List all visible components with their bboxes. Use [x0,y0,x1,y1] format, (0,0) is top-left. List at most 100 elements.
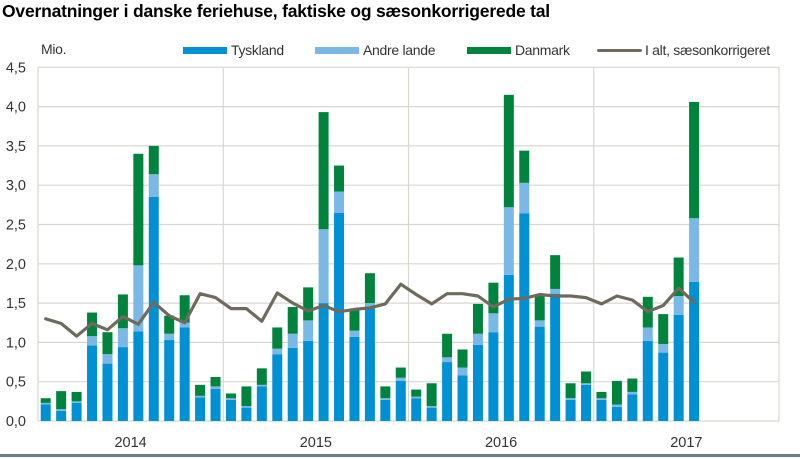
bar-segment-danmark [426,383,437,407]
line-series [44,282,696,338]
bar-segment-andre-lande [472,333,483,345]
bar-stack [256,368,267,421]
bar-segment-tyskland [225,399,236,421]
bar-segment-danmark [334,165,345,192]
bar-stack [241,386,252,421]
stacked-bars [40,94,700,421]
bar-segment-danmark [225,393,236,399]
bar-stack [364,273,375,421]
legend-item-danmark: Danmark [467,41,570,59]
legend-label: Tyskland [231,42,284,58]
bar-stack [334,165,345,421]
bar-stack [179,295,190,421]
bar-segment-andre-lande [519,182,530,214]
bar-segment-tyskland [596,399,607,421]
bar-stack [442,333,453,421]
bar-segment-andre-lande [395,377,406,381]
legend-item-i-alt-saesonkorrigeret: I alt, sæsonkorrigeret [597,41,770,59]
bar-stack [56,391,67,421]
bar-segment-tyskland [334,212,345,421]
chart-title: Overnatninger i danske feriehuse, faktis… [2,1,550,21]
bar-segment-danmark [241,386,252,407]
bar-segment-andre-lande [442,357,453,363]
bar-segment-andre-lande [56,409,67,411]
bar-segment-andre-lande [596,398,607,400]
bar-segment-andre-lande [627,391,638,395]
bar-segment-tyskland [318,303,329,421]
bar-segment-tyskland [442,362,453,421]
bar-segment-tyskland [148,196,159,421]
bar-segment-andre-lande [256,384,267,387]
bar-segment-tyskland [673,314,684,421]
bar-segment-tyskland [40,404,51,421]
bar-segment-tyskland [364,306,375,421]
bar-stack [117,294,128,421]
bar-segment-andre-lande [534,320,545,327]
bar-segment-andre-lande [411,396,422,399]
bar-segment-andre-lande [272,348,283,355]
bar-segment-andre-lande [349,330,360,337]
bar-segment-danmark [658,314,669,344]
bar-stack [272,327,283,421]
bar-stack [534,295,545,421]
bar-segment-danmark [303,287,314,321]
bar-segment-tyskland [472,344,483,421]
bar-segment-andre-lande [287,333,298,348]
bar-segment-danmark [148,145,159,175]
y-tick-label: 3,5 [6,139,26,155]
bar-segment-andre-lande [318,229,329,304]
bar-segment-tyskland [287,347,298,421]
bar-segment-tyskland [611,406,622,421]
bar-segment-danmark [565,383,576,399]
bar-stack [411,389,422,421]
bar-segment-tyskland [534,326,545,421]
bar-stack [642,296,653,421]
x-tick-label: 2014 [114,435,146,451]
bar-segment-tyskland [658,352,669,421]
bar-stack [87,312,98,421]
bar-stack [380,386,391,421]
bar-segment-andre-lande [334,191,345,213]
bar-stack [71,391,82,421]
bar-stack [303,287,314,421]
bar-segment-danmark [272,327,283,349]
bar-segment-danmark [117,294,128,329]
bar-segment-danmark [210,376,221,387]
bar-segment-andre-lande [40,402,51,405]
x-axis-tick-labels: 2014 2015 2016 2017 [114,435,702,451]
bar-segment-andre-lande [581,383,592,385]
bar-segment-andre-lande [457,367,468,376]
bar-segment-danmark [503,94,514,208]
bar-segment-tyskland [87,345,98,421]
bar-segment-tyskland [689,281,700,421]
bar-segment-andre-lande [71,401,82,403]
bar-stack [472,303,483,421]
bar-segment-tyskland [241,407,252,421]
bar-segment-andre-lande [642,327,653,341]
bar-segment-andre-lande [426,406,437,408]
legend-swatch-danmark [467,46,511,54]
bar-segment-tyskland [642,340,653,421]
bar-stack [349,309,360,421]
bar-segment-andre-lande [133,265,144,332]
bar-segment-tyskland [117,347,128,421]
bar-segment-danmark [133,153,144,266]
bar-segment-danmark [318,112,329,230]
bar-stack [133,153,144,421]
bar-segment-tyskland [164,340,175,421]
gridlines [37,66,780,422]
bar-segment-tyskland [133,331,144,421]
legend-label: I alt, sæsonkorrigeret [645,42,770,58]
bar-segment-danmark [56,391,67,410]
y-tick-label: 1,0 [6,335,26,351]
bar-stack [596,391,607,421]
y-tick-label: 4,5 [6,60,26,76]
bar-segment-tyskland [627,394,638,421]
bar-segment-tyskland [488,332,499,421]
bar-stack [581,371,592,421]
bar-segment-andre-lande [380,398,391,400]
bar-segment-danmark [519,150,530,183]
bar-segment-tyskland [550,293,561,421]
bar-segment-danmark [395,367,406,378]
